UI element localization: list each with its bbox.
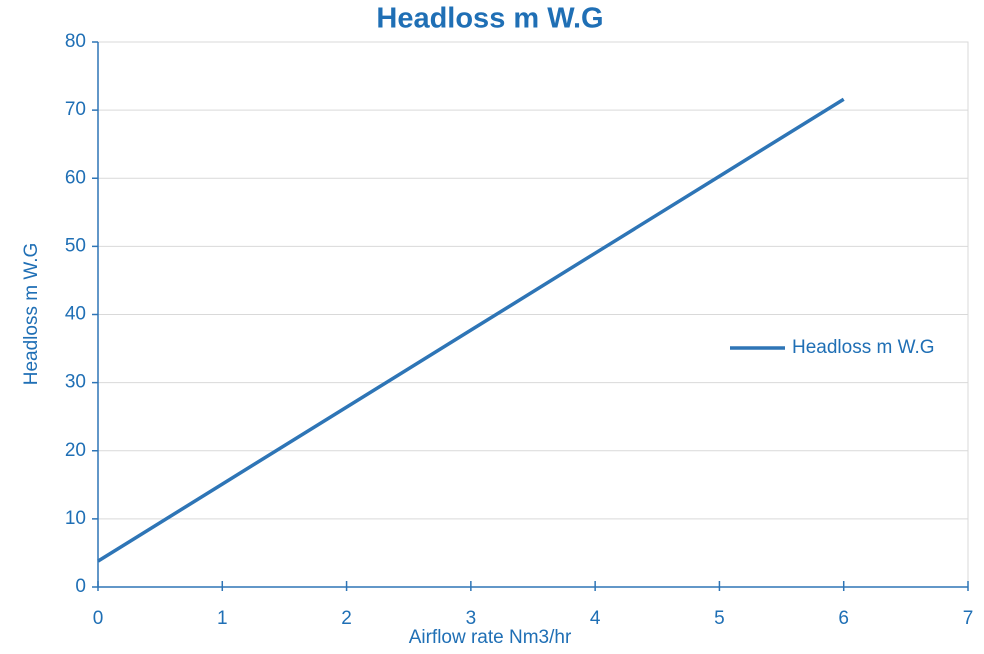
y-tick-label: 40 [65, 304, 86, 325]
y-tick-label: 30 [65, 372, 86, 393]
line-series [97, 97, 845, 563]
y-tick-label: 20 [65, 440, 86, 461]
y-tick-label: 60 [65, 167, 86, 188]
x-tick-label: 5 [714, 608, 725, 629]
legend-label: Headloss m W.G [792, 337, 935, 358]
y-axis-label: Headloss m W.G [21, 243, 42, 386]
y-tick-label: 80 [65, 31, 86, 52]
chart-title: Headloss m W.G [376, 3, 603, 35]
y-tick-label: 10 [65, 508, 86, 529]
x-tick-label: 7 [963, 608, 974, 629]
x-tick-label: 4 [590, 608, 601, 629]
x-axis-label: Airflow rate Nm3/hr [409, 627, 572, 648]
x-tick-label: 6 [838, 608, 849, 629]
x-tick-label: 3 [466, 608, 477, 629]
x-tick-label: 2 [341, 608, 352, 629]
y-tick-label: 0 [75, 576, 86, 597]
x-tick-label: 0 [93, 608, 104, 629]
y-tick-label: 50 [65, 235, 86, 256]
x-tick-label: 1 [217, 608, 228, 629]
y-tick-label: 70 [65, 99, 86, 120]
